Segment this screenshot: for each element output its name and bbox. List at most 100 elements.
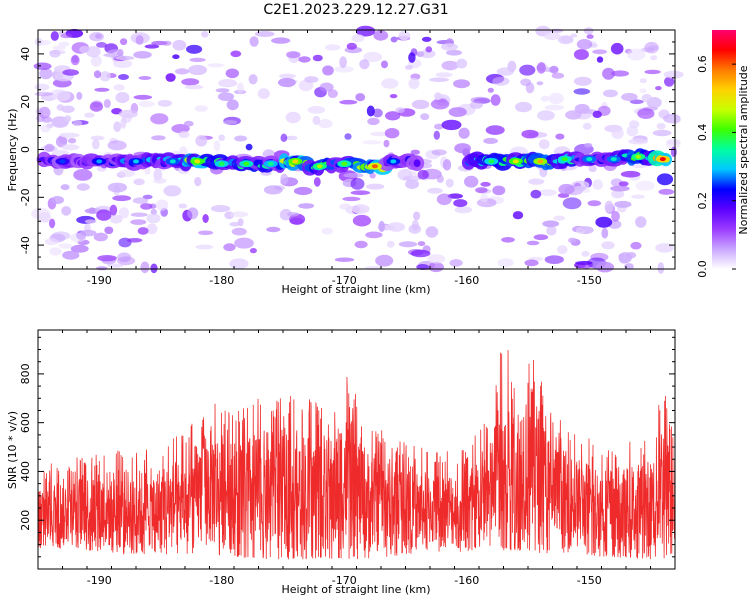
spectrogram-cell <box>351 204 370 214</box>
spectrogram-cell <box>312 54 323 62</box>
spectrogram-cell <box>413 211 421 221</box>
spectrogram-cell <box>575 260 593 265</box>
spectrogram-cell <box>551 72 565 79</box>
spectrogram-cell <box>118 169 136 178</box>
spectrogram-cell <box>223 243 236 252</box>
y-tick-label: 600 <box>19 412 32 433</box>
spectrogram-cell <box>536 81 544 86</box>
spectrogram-cell <box>573 49 589 60</box>
spectrogram-cell <box>279 73 296 79</box>
spectrogram-cell <box>97 255 117 262</box>
spectrogram-cell <box>398 241 418 248</box>
spectrogram-x-ticks: -190 -180 -170 -160 -150 <box>37 30 676 287</box>
spectrogram-cell <box>44 143 55 152</box>
spectrogram-cell <box>584 143 593 148</box>
spectrogram-peak-core <box>292 159 299 164</box>
spectrogram-cell <box>610 185 630 192</box>
spectrogram-cell <box>334 257 355 262</box>
y-tick-label: -40 <box>19 236 32 254</box>
spectrogram-cell <box>644 41 659 54</box>
spectrogram-cell <box>490 94 501 106</box>
spectrogram-cell <box>54 90 71 102</box>
spectrogram-cell <box>350 190 371 195</box>
spectrogram-peak-core <box>243 161 250 166</box>
spectrogram-cell <box>117 48 124 57</box>
spectrogram-cell <box>434 123 444 130</box>
spectrogram-cell <box>570 33 578 38</box>
spectrogram-cell <box>229 258 249 270</box>
spectrogram-cell <box>454 143 471 154</box>
spectrogram-cell <box>595 261 615 273</box>
spectrogram-cell <box>266 226 281 233</box>
spectrogram-cell <box>480 181 491 187</box>
spectrogram-cell <box>441 43 458 51</box>
spectrogram-cell <box>355 93 366 102</box>
spectrogram-cell <box>557 245 568 255</box>
spectrogram-cell <box>307 106 326 114</box>
spectrogram-cell <box>355 25 376 37</box>
spectrogram-cell <box>373 30 389 41</box>
spectrogram-cell <box>49 49 61 58</box>
snr-panel: -190 -180 -170 -160 -150 200 400 600 800 Height… <box>6 329 676 596</box>
spectrogram-cell <box>576 227 585 235</box>
spectrogram-peak-core <box>635 154 642 159</box>
spectrogram-cell <box>31 207 51 220</box>
spectrogram-cell <box>36 39 51 46</box>
spectrogram-cell <box>207 63 224 68</box>
y-tick-label: 0 <box>19 146 32 153</box>
spectrogram-cell <box>381 78 399 89</box>
spectrogram-peak-core <box>610 157 617 162</box>
spectrogram-cell <box>62 69 79 76</box>
spectrogram-cell <box>249 36 259 47</box>
spectrogram-cell <box>254 31 275 37</box>
x-tick-label: -150 <box>577 274 602 287</box>
spectrogram-cell <box>234 237 254 249</box>
spectrogram-peak-core <box>371 164 378 169</box>
spectrogram-cell <box>62 250 80 260</box>
spectrogram-cell <box>611 70 629 77</box>
spectrogram-cell <box>631 194 645 199</box>
spectrogram-cell <box>453 199 468 208</box>
spectrogram-cell <box>107 182 128 193</box>
spectrogram-cell <box>538 189 557 197</box>
spectrogram-cell <box>263 185 283 195</box>
spectrogram-cell <box>34 91 53 97</box>
spectrogram-cell <box>568 237 577 243</box>
spectrogram-cell <box>449 259 463 267</box>
x-tick-label: -160 <box>454 574 479 587</box>
spectrogram-cell <box>113 84 125 91</box>
spectrogram-cell <box>118 207 130 219</box>
spectrogram-cell <box>626 125 639 137</box>
spectrogram-cell <box>417 169 429 180</box>
spectrogram-cell <box>447 193 463 199</box>
spectrogram-cell <box>571 186 587 191</box>
spectrogram-cell <box>470 96 490 104</box>
spectrogram-cell <box>408 170 417 180</box>
spectrogram-cell <box>90 55 102 67</box>
spectrogram-cell <box>61 206 72 216</box>
spectrogram-cell <box>665 138 681 150</box>
spectrogram-cell <box>271 37 291 44</box>
spectrogram-cell <box>72 120 83 127</box>
spectrogram-cell <box>475 187 488 194</box>
spectrogram-cell <box>298 203 315 209</box>
spectrogram-cell <box>350 178 365 190</box>
spectrogram-cell <box>321 227 334 235</box>
spectrogram-cell <box>59 132 80 138</box>
x-tick-label: -170 <box>332 574 357 587</box>
x-tick-label: -160 <box>454 274 479 287</box>
x-tick-label: -170 <box>332 274 357 287</box>
snr-x-axis-label: Height of straight line (km) <box>281 583 430 596</box>
spectrogram-cell <box>420 113 430 121</box>
spectrogram-cell <box>604 200 614 213</box>
spectrogram-cell <box>133 178 145 186</box>
spectrogram-cell <box>427 187 443 194</box>
spectrogram-cell <box>144 44 160 49</box>
spectrogram-cell <box>410 249 431 258</box>
spectrogram-cell <box>429 77 450 83</box>
colorbar-gradient <box>712 30 736 269</box>
spectrogram-cell <box>652 129 672 137</box>
chart-title: C2E1.2023.229.12.27.G31 <box>263 2 448 18</box>
spectrogram-cell <box>178 131 190 139</box>
